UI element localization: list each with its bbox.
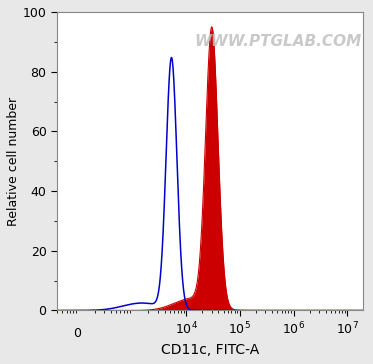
Y-axis label: Relative cell number: Relative cell number bbox=[7, 97, 20, 226]
Text: WWW.PTGLAB.COM: WWW.PTGLAB.COM bbox=[194, 34, 361, 49]
X-axis label: CD11c, FITC-A: CD11c, FITC-A bbox=[161, 343, 259, 357]
Text: 0: 0 bbox=[73, 327, 81, 340]
